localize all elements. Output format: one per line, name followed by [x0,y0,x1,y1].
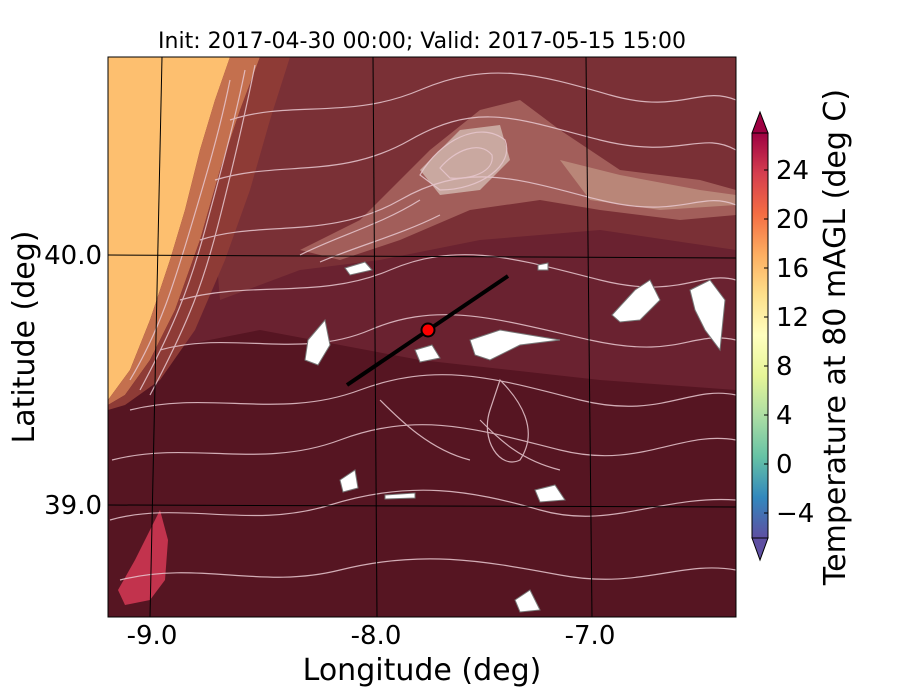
coastal-transition-2 [108,57,290,410]
y-axis-label: Latitude (deg) [7,231,42,444]
x-axis-label: Longitude (deg) [303,653,542,688]
y-tick-label: 40.0 [44,241,102,271]
colorbar-gradient [751,132,769,539]
missing-data-patches [304,261,726,613]
southern-lowland [108,330,736,617]
map-frame [107,56,737,618]
colorbar-tick-label: 20 [776,205,809,235]
colorbar-tick-label: 0 [776,450,793,480]
y-tick-label: 39.0 [44,491,102,521]
southwest-hot-patch [118,510,168,605]
boundary-lines [108,57,736,617]
colorbar-min-extend [751,537,769,562]
x-tick-label: -9.0 [127,621,178,651]
x-tick-label: -8.0 [351,621,402,651]
coastal-warm-strip [108,57,230,400]
temperature-field [108,57,736,617]
colorbar-label: Temperature at 80 mAGL (deg C) [818,89,853,586]
coastal-transition [108,57,260,405]
colorbar-tick-label: 12 [776,303,809,333]
colorbar-tick-label: 24 [776,156,809,186]
colorbar-max-extend [751,110,769,134]
colorbar-tick-label: 8 [776,352,793,382]
ridge-east [560,160,736,210]
location-marker [420,322,436,338]
colorbar-tick-label: 4 [776,401,793,431]
map-title: Init: 2017-04-30 00:00; Valid: 2017-05-1… [158,29,686,54]
colorbar-tick-label: −4 [776,499,814,529]
colorbar [751,110,769,562]
colorbar-tick-label: 16 [776,254,809,284]
x-tick-label: -7.0 [565,621,616,651]
contour-lines [109,64,736,581]
